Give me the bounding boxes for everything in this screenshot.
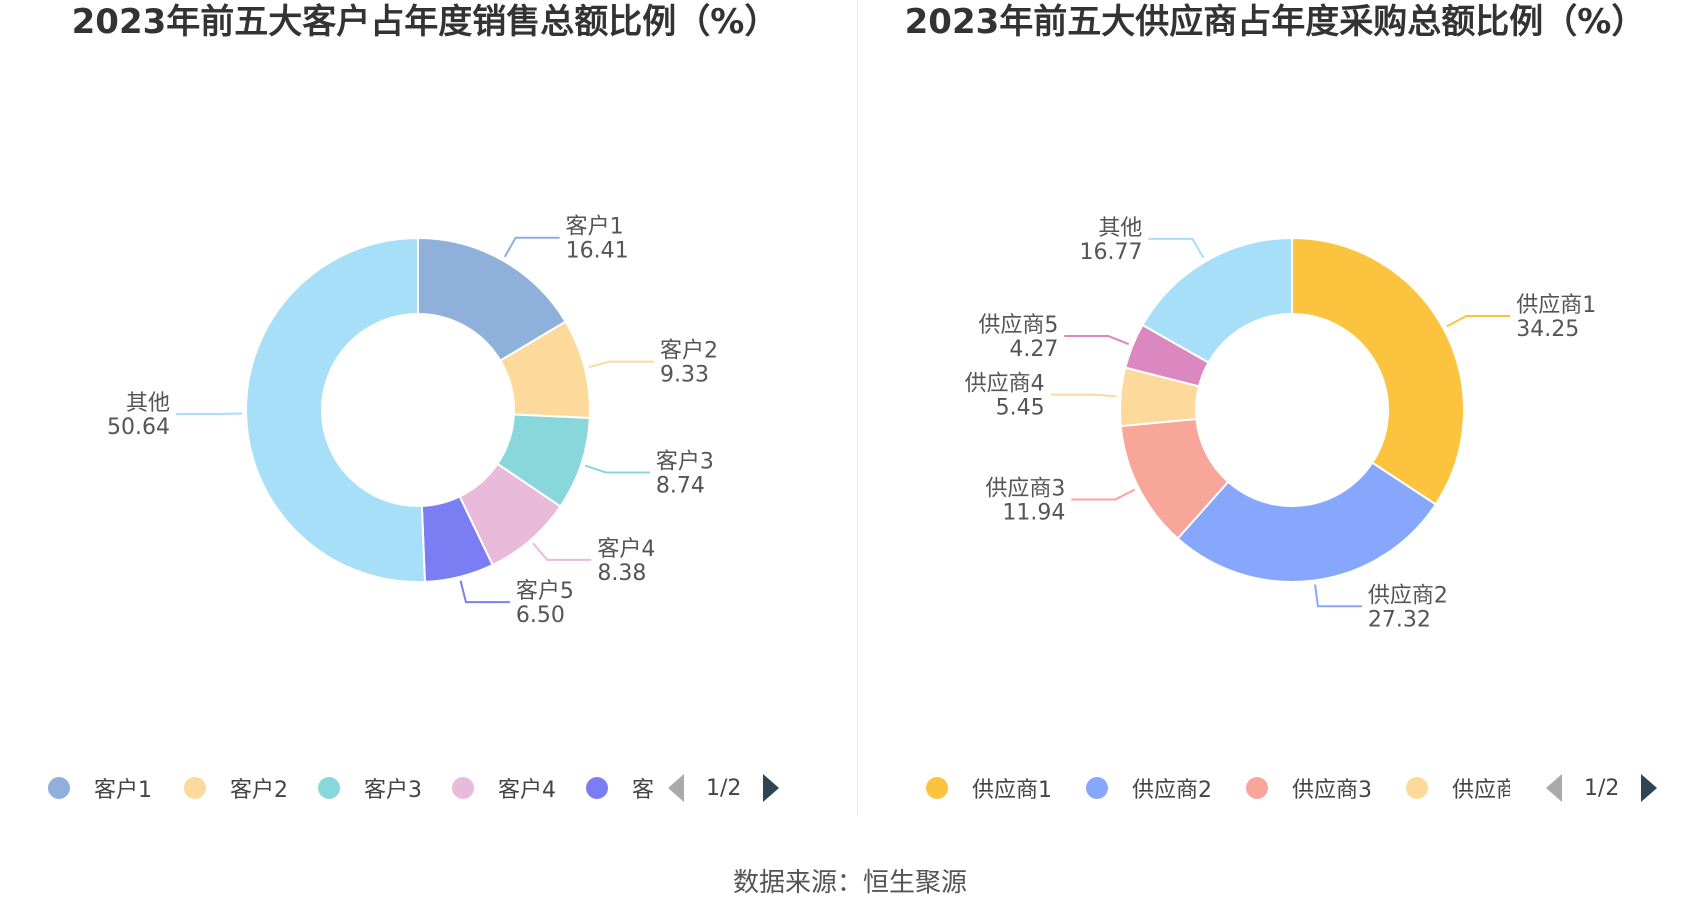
slice-value-label: 50.64 [107,415,170,440]
legend-label: 客户4 [498,778,556,803]
legend-swatch [1406,777,1428,799]
chart-title: 2023年前五大供应商占年度采购总额比例（%） [904,2,1646,42]
customer-chart-panel: 2023年前五大客户占年度销售总额比例（%） 客户1 16.41 客户2 9.33 客户… [0,0,850,820]
legend-page-indicator: 1/2 [1584,775,1620,801]
legend-swatch [184,777,206,799]
legend-item[interactable]: 供应商4 [1406,768,1510,808]
supplier-chart-panel: 2023年前五大供应商占年度采购总额比例（%） 供应商1 34.25 供应商2 27.… [850,0,1700,820]
slice-value-label: 6.50 [516,603,565,628]
legend-next-icon[interactable] [1641,774,1658,802]
legend-label: 供应商4 [1452,778,1510,803]
slice-name-label: 其他 [126,391,170,416]
legend-swatch [1246,777,1268,799]
slice-name-label: 客户5 [516,579,574,604]
pie-slice-2[interactable] [1176,461,1438,583]
chart-legend: 供应商1 供应商2 供应商3 供应商4 [850,768,1700,808]
legend-prev-icon[interactable] [668,774,684,802]
slice-value-label: 4.27 [1009,337,1058,362]
slice-name-label: 客户2 [660,339,718,364]
leader-line [1148,237,1205,259]
slice-name-label: 供应商3 [985,476,1065,501]
legend-item[interactable]: 供应商2 [1086,768,1212,808]
leader-line [1314,584,1362,608]
legend-label: 供应商1 [972,778,1052,803]
slice-value-label: 5.45 [996,396,1045,421]
pie-slice-1[interactable] [1291,236,1465,506]
legend-swatch [318,777,340,799]
leader-line [588,360,655,369]
leader-line [1071,488,1136,501]
legend-item[interactable]: 客户1 [48,768,152,808]
slice-name-label: 其他 [1098,216,1142,241]
legend-label: 供应商3 [1292,778,1372,803]
slice-value-label: 8.74 [656,473,705,498]
chart-title: 2023年前五大客户占年度销售总额比例（%） [71,2,779,42]
slice-value-label: 9.33 [660,363,709,388]
slice-value-label: 16.41 [566,239,629,264]
leader-line [1050,393,1117,398]
legend-label: 供应商2 [1132,778,1212,803]
leader-line [459,580,510,604]
leader-line [1446,314,1511,328]
pie-slice-6[interactable] [245,236,426,583]
slice-value-label: 11.94 [1002,500,1065,525]
legend-next-icon[interactable] [763,774,780,802]
legend-swatch [926,777,948,799]
slice-value-label: 16.77 [1079,240,1142,265]
slice-name-label: 客户3 [656,449,714,474]
legend-label: 客户2 [230,778,288,803]
legend-item[interactable]: 供应商3 [1246,768,1372,808]
legend-pager: 1/2 [668,768,780,808]
legend-swatch [48,777,70,799]
slice-value-label: 27.32 [1368,607,1431,632]
data-source-note: 数据来源：恒生聚源 [732,868,967,898]
legend-label: 客户1 [94,778,152,803]
legend-prev-icon[interactable] [1546,774,1562,802]
legend-pager: 1/2 [1546,768,1658,808]
legend-page-indicator: 1/2 [706,775,742,801]
slice-name-label: 供应商5 [978,313,1058,338]
legend-swatch [1086,777,1108,799]
slice-name-label: 客户1 [566,215,624,240]
slice-name-label: 供应商1 [1516,293,1596,318]
legend-item[interactable]: 客户5 [586,768,654,808]
leader-line [532,542,592,561]
legend-swatch [586,777,608,799]
chart-legend: 客户1 客户2 客户3 客户4 客户5 [0,768,850,808]
slice-name-label: 供应商4 [965,372,1045,397]
panel-divider [857,0,858,815]
legend-item[interactable]: 客户4 [452,768,556,808]
legend-label: 客户5 [632,778,654,803]
slice-value-label: 8.38 [597,561,646,586]
legend-swatch [452,777,474,799]
leader-line [584,464,650,474]
legend-item[interactable]: 客户2 [184,768,288,808]
legend-label: 客户3 [364,778,422,803]
leader-line [1064,335,1130,346]
pie-slice-6[interactable] [1141,236,1293,364]
slice-name-label: 供应商2 [1368,583,1448,608]
slice-name-label: 客户4 [597,537,655,562]
legend-item[interactable]: 供应商1 [926,768,1052,808]
slice-value-label: 34.25 [1516,317,1579,342]
legend-item[interactable]: 客户3 [318,768,422,808]
leader-line [503,236,560,258]
